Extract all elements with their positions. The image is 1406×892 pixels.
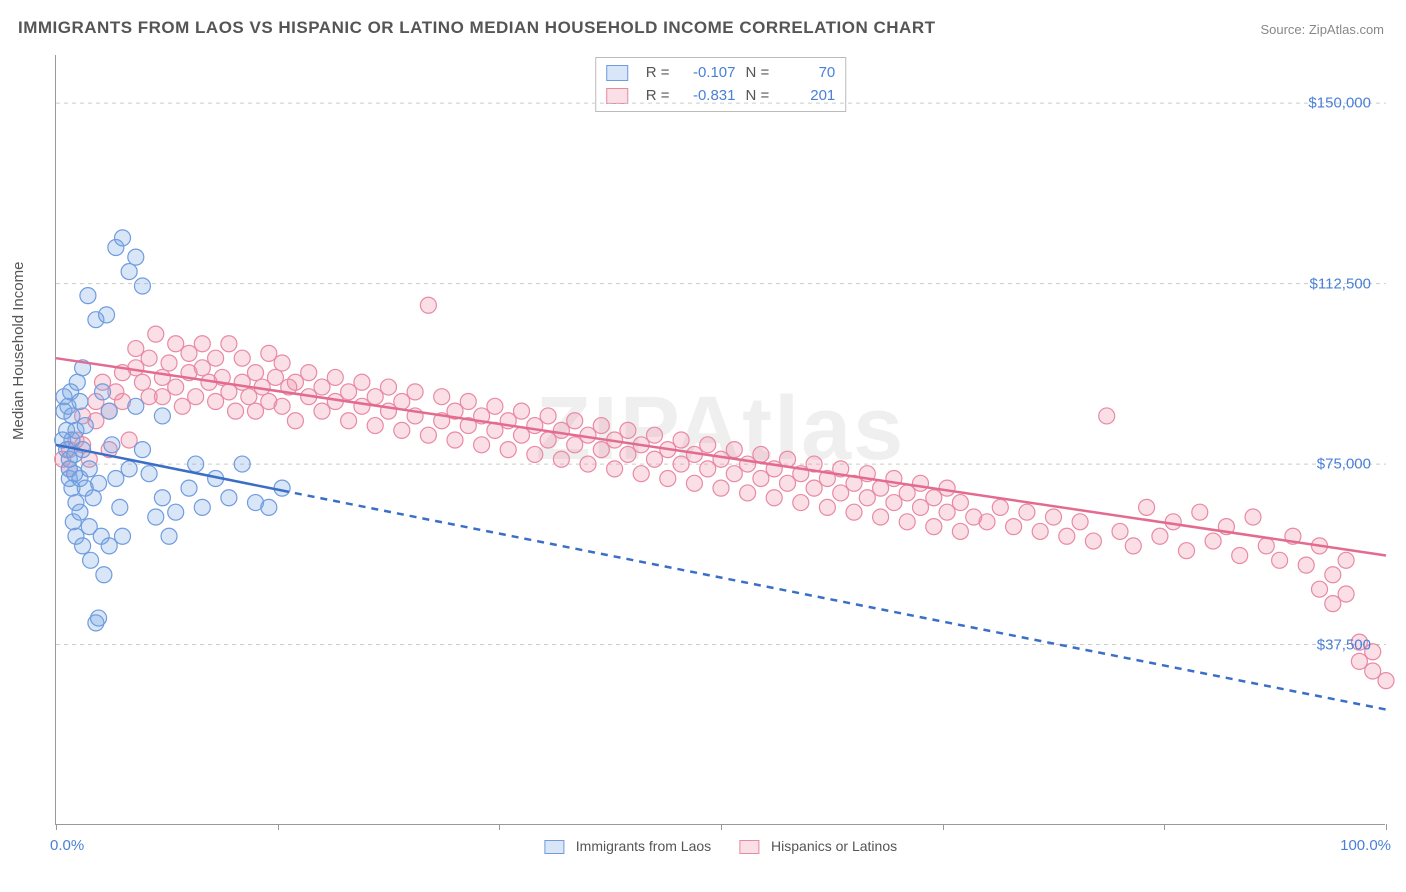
legend-label-series2: Hispanics or Latinos — [771, 838, 897, 854]
legend-label-series1: Immigrants from Laos — [576, 838, 711, 854]
y-tick-label: $75,000 — [1317, 456, 1371, 473]
x-tick — [1164, 824, 1165, 830]
y-tick-label: $150,000 — [1308, 95, 1371, 112]
legend-item-series1: Immigrants from Laos — [544, 838, 711, 854]
legend-item-series2: Hispanics or Latinos — [739, 838, 897, 854]
x-tick — [1386, 824, 1387, 830]
x-tick — [721, 824, 722, 830]
trendline-layer — [56, 55, 1385, 824]
x-min-label: 0.0% — [50, 837, 84, 854]
y-axis-label: Median Household Income — [10, 262, 27, 440]
chart-title: IMMIGRANTS FROM LAOS VS HISPANIC OR LATI… — [18, 18, 935, 38]
bottom-legend: Immigrants from Laos Hispanics or Latino… — [544, 838, 897, 854]
x-tick — [943, 824, 944, 830]
trendline — [282, 491, 1386, 710]
x-tick — [56, 824, 57, 830]
y-tick-label: $37,500 — [1317, 636, 1371, 653]
trendline — [56, 445, 282, 491]
x-tick — [278, 824, 279, 830]
swatch-series2 — [739, 840, 759, 854]
source-label: Source: ZipAtlas.com — [1260, 22, 1384, 37]
plot-area: ZIPAtlas R = -0.107 N = 70 R = -0.831 N … — [55, 55, 1385, 825]
y-tick-label: $112,500 — [1310, 275, 1371, 292]
swatch-series1 — [544, 840, 564, 854]
x-tick — [499, 824, 500, 830]
trendline — [56, 358, 1386, 555]
x-max-label: 100.0% — [1340, 837, 1391, 854]
